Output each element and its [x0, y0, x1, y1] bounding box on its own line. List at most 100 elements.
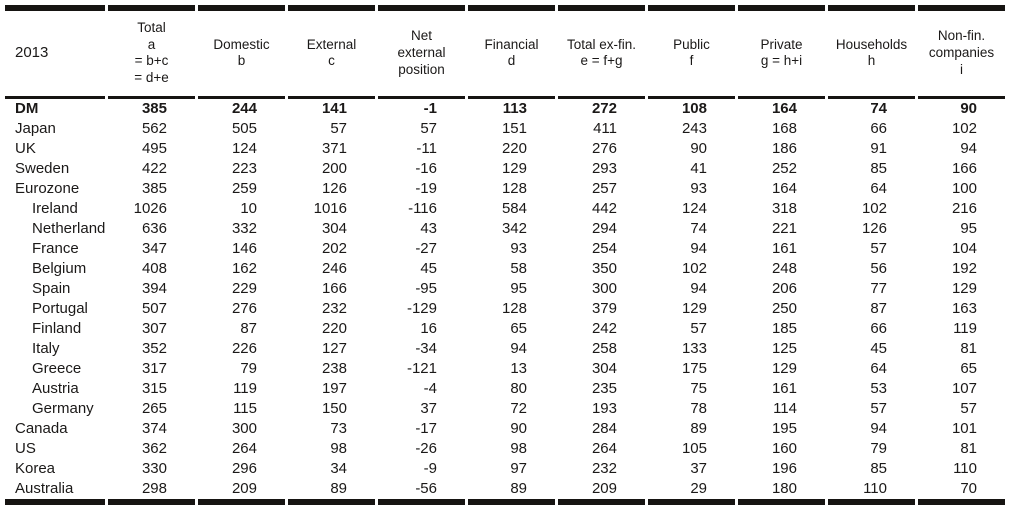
table-row-eurozone: Eurozone 385 259 126 -19 128 257 93 164 64 100: [5, 179, 1005, 199]
table-row-greece: Greece 317 79 238 -121 13 304 175 129 64 65: [5, 359, 1005, 379]
cell-total-ex-fin: 258: [591, 339, 617, 357]
cell-nonfin-companies: 95: [960, 219, 977, 237]
column-header-households: Households h: [828, 5, 915, 99]
cell-private: 248: [771, 259, 797, 277]
cell-net-external-position: -95: [415, 279, 437, 297]
cell-nonfin-companies: 70: [918, 479, 1005, 505]
cell-nonfin-companies: 216: [951, 199, 977, 217]
cell-external: 202: [321, 239, 347, 257]
cell-total: 352: [141, 339, 167, 357]
cell-financial: 58: [510, 259, 527, 277]
cell-nonfin-companies: 101: [951, 419, 977, 437]
cell-total: 562: [141, 119, 167, 137]
cell-financial: 98: [510, 439, 527, 457]
cell-external: 304: [321, 219, 347, 237]
cell-public: 175: [681, 359, 707, 377]
cell-nonfin-companies: 104: [951, 239, 977, 257]
cell-households: 85: [870, 159, 887, 177]
cell-public: 124: [681, 199, 707, 217]
cell-public: 90: [690, 139, 707, 157]
table-row-us: US 362 264 98 -26 98 264 105 160 79 81: [5, 439, 1005, 459]
cell-total: 636: [141, 219, 167, 237]
row-label: Belgium: [32, 259, 87, 277]
cell-financial: 13: [510, 359, 527, 377]
column-header-total-ex-fin: Total ex-fin. e = f+g: [558, 5, 645, 99]
cell-external: 34: [330, 459, 347, 477]
cell-external: 141: [321, 99, 347, 117]
row-label: Canada: [15, 419, 68, 437]
cell-public: 78: [690, 399, 707, 417]
cell-external: 73: [330, 419, 347, 437]
cell-total-ex-fin: 276: [591, 139, 617, 157]
cell-external: 57: [330, 119, 347, 137]
cell-domestic: 162: [231, 259, 257, 277]
cell-total-ex-fin: 294: [591, 219, 617, 237]
cell-total-ex-fin: 293: [591, 159, 617, 177]
cell-total: 347: [141, 239, 167, 257]
debt-table: 2013 Total a = b+c = d+e Domestic b Extern…: [2, 5, 1008, 505]
cell-households: 126: [861, 219, 887, 237]
cell-net-external-position: -17: [415, 419, 437, 437]
cell-nonfin-companies: 94: [960, 139, 977, 157]
cell-total: 507: [141, 299, 167, 317]
cell-total-ex-fin: 300: [591, 279, 617, 297]
row-label: Ireland: [32, 199, 78, 217]
cell-public: 93: [690, 179, 707, 197]
cell-private: 186: [771, 139, 797, 157]
cell-total-ex-fin: 272: [591, 99, 617, 117]
cell-households: 79: [870, 439, 887, 457]
cell-total-ex-fin: 235: [591, 379, 617, 397]
cell-private: 168: [771, 119, 797, 137]
cell-net-external-position: -121: [406, 359, 437, 377]
cell-private: 195: [771, 419, 797, 437]
cell-domestic: 296: [231, 459, 257, 477]
cell-nonfin-companies: 81: [960, 439, 977, 457]
cell-public: 243: [681, 119, 707, 137]
cell-private: 129: [771, 359, 797, 377]
cell-net-external-position: -129: [406, 299, 437, 317]
cell-domestic: 124: [231, 139, 257, 157]
cell-total: 298: [108, 479, 195, 505]
cell-net-external-position: 45: [420, 259, 437, 277]
table-row-ireland: Ireland 1026 10 1016 -116 584 442 124 318 102 216: [5, 199, 1005, 219]
cell-financial: 113: [502, 99, 527, 117]
table-row-australia: Australia 298 209 89 -56 89 209 29 180 110 70: [5, 479, 1005, 505]
cell-public: 75: [690, 379, 707, 397]
debt-table-container: 2013 Total a = b+c = d+e Domestic b Extern…: [2, 5, 1008, 505]
cell-private: 161: [771, 239, 797, 257]
row-label: Netherlands: [32, 219, 105, 237]
cell-nonfin-companies: 81: [960, 339, 977, 357]
cell-external: 98: [330, 439, 347, 457]
cell-financial: 65: [510, 319, 527, 337]
cell-private: 164: [771, 179, 797, 197]
table-row-portugal: Portugal 507 276 232 -129 128 379 129 250 87 163: [5, 299, 1005, 319]
cell-private: 125: [771, 339, 797, 357]
cell-nonfin-companies: 110: [953, 459, 977, 477]
cell-domestic: 244: [231, 99, 257, 117]
cell-net-external-position: -19: [415, 179, 437, 197]
cell-domestic: 115: [233, 399, 257, 417]
cell-total: 495: [141, 139, 167, 157]
row-label: Finland: [32, 319, 82, 337]
cell-financial: 72: [510, 399, 527, 417]
cell-households: 53: [870, 379, 887, 397]
column-header-net-external-position: Net external position: [378, 5, 465, 99]
cell-domestic: 259: [231, 179, 257, 197]
table-row-france: France 347 146 202 -27 93 254 94 161 57 104: [5, 239, 1005, 259]
cell-private: 206: [771, 279, 797, 297]
cell-households: 64: [870, 359, 887, 377]
cell-private: 221: [771, 219, 797, 237]
cell-external: 371: [321, 139, 347, 157]
cell-households: 94: [870, 419, 887, 437]
row-label: Portugal: [32, 299, 88, 317]
row-label: Japan: [15, 119, 56, 137]
cell-external: 220: [321, 319, 347, 337]
table-row-canada: Canada 374 300 73 -17 90 284 89 195 94 101: [5, 419, 1005, 439]
cell-total: 374: [141, 419, 167, 437]
cell-net-external-position: 16: [420, 319, 437, 337]
cell-financial: 89: [468, 479, 555, 505]
cell-nonfin-companies: 163: [951, 299, 977, 317]
cell-total-ex-fin: 257: [591, 179, 617, 197]
cell-total-ex-fin: 442: [591, 199, 617, 217]
cell-financial: 90: [510, 419, 527, 437]
